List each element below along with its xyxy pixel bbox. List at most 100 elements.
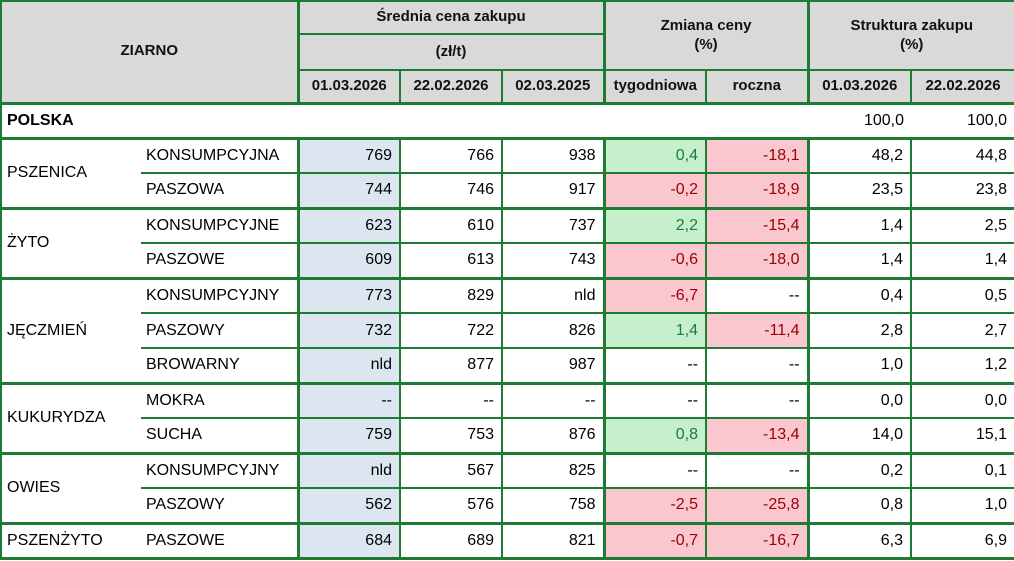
structure-current-cell: 1,4 (806, 242, 913, 279)
change-year-cell: -16,7 (705, 521, 810, 560)
summary-label: POLSKA (0, 101, 809, 139)
table-row: KUKURYDZA MOKRA -- -- -- -- -- 0,0 0,0 (0, 381, 1014, 454)
structure-current-cell: 0,4 (806, 276, 913, 314)
summary-row: POLSKA 100,0 100,0 (0, 101, 1014, 139)
price-cell: 877 (399, 347, 503, 384)
change-year-cell: -18,1 (705, 136, 810, 174)
change-week-cell: -0,7 (602, 521, 708, 560)
grain-group-label: JĘCZMIEŃ (0, 276, 142, 384)
summary-structure-current: 100,0 (808, 101, 912, 139)
structure-current-cell: 6,3 (806, 521, 913, 560)
grain-type-label: BROWARNY (141, 347, 299, 384)
price-section-title: Średnia cena zakupu (296, 0, 606, 35)
table-row: SUCHA 759 753 876 0,8 -13,4 14,0 15,1 (1, 417, 1014, 454)
price-cell: 773 (296, 276, 401, 314)
price-cell: -- (399, 381, 503, 419)
table-row: PASZOWE 609 613 743 -0,6 -18,0 1,4 1,4 (1, 242, 1014, 279)
structure-previous-cell: 1,4 (910, 242, 1014, 279)
structure-current-cell: 14,0 (806, 417, 913, 454)
change-yearly-col: roczna (705, 69, 810, 104)
change-year-cell: -11,4 (705, 312, 810, 349)
price-cell: 737 (500, 206, 606, 244)
change-week-cell: 1,4 (602, 312, 708, 349)
price-cell: 732 (296, 312, 401, 349)
change-year-cell: -- (705, 276, 810, 314)
grain-group-label: PSZENICA (0, 136, 142, 209)
structure-previous-cell: 2,5 (910, 206, 1014, 244)
structure-previous-cell: 0,0 (910, 381, 1014, 419)
price-cell: 758 (500, 487, 606, 524)
price-cell: nld (500, 276, 606, 314)
change-week-cell: -2,5 (602, 487, 708, 524)
grain-type-label: PASZOWE (141, 521, 299, 560)
structure-section-unit: (%) (900, 35, 924, 53)
change-week-cell: -- (602, 381, 708, 419)
price-cell: 613 (399, 242, 503, 279)
table-row: BROWARNY nld 877 987 -- -- 1,0 1,2 (1, 347, 1014, 384)
price-cell: 743 (500, 242, 606, 279)
change-week-cell: 0,8 (602, 417, 708, 454)
grain-type-label: SUCHA (141, 417, 299, 454)
structure-previous-cell: 2,7 (910, 312, 1014, 349)
grain-group-label: OWIES (0, 451, 142, 524)
structure-previous-cell: 0,5 (910, 276, 1014, 314)
grain-type-label: PASZOWY (141, 312, 299, 349)
table-row: PASZOWY 732 722 826 1,4 -11,4 2,8 2,7 (1, 312, 1014, 349)
structure-previous-cell: 1,0 (910, 487, 1014, 524)
price-date-col-1: 01.03.2026 (296, 69, 401, 104)
structure-previous-cell: 23,8 (910, 172, 1014, 209)
price-cell: -- (296, 381, 401, 419)
price-date-col-3: 02.03.2025 (500, 69, 606, 104)
price-cell: 744 (296, 172, 401, 209)
price-cell: 826 (500, 312, 606, 349)
structure-current-cell: 1,4 (806, 206, 913, 244)
price-cell: 829 (399, 276, 503, 314)
structure-previous-cell: 0,1 (910, 451, 1014, 489)
change-year-cell: -18,9 (705, 172, 810, 209)
change-year-cell: -13,4 (705, 417, 810, 454)
structure-current-cell: 0,2 (806, 451, 913, 489)
grain-type-label: PASZOWE (141, 242, 299, 279)
structure-current-cell: 0,8 (806, 487, 913, 524)
table-row: OWIES KONSUMPCYJNY nld 567 825 -- -- 0,2 0,1 (0, 451, 1014, 524)
change-year-cell: -18,0 (705, 242, 810, 279)
change-week-cell: -6,7 (602, 276, 708, 314)
price-cell: 753 (399, 417, 503, 454)
change-weekly-col: tygodniowa (602, 69, 708, 104)
price-cell: 825 (500, 451, 606, 489)
change-week-cell: -- (602, 451, 708, 489)
grain-group-label: KUKURYDZA (0, 381, 142, 454)
price-cell: 609 (296, 242, 401, 279)
price-section-unit: (zł/t) (296, 33, 606, 71)
change-year-cell: -- (705, 347, 810, 384)
structure-section-title: Struktura zakupu (850, 16, 974, 34)
change-week-cell: 0,4 (602, 136, 708, 174)
price-cell: 769 (296, 136, 401, 174)
grain-type-label: KONSUMPCYJNE (141, 206, 299, 244)
grain-group-label: PSZENŻYTO (0, 521, 142, 560)
grain-column-header: ZIARNO (0, 0, 299, 104)
price-cell: nld (296, 451, 401, 489)
change-year-cell: -15,4 (705, 206, 810, 244)
table-row: PASZOWA 744 746 917 -0,2 -18,9 23,5 23,8 (1, 172, 1014, 209)
structure-current-cell: 2,8 (806, 312, 913, 349)
change-year-cell: -- (705, 451, 810, 489)
price-cell: 821 (500, 521, 606, 560)
price-date-col-2: 22.02.2026 (399, 69, 503, 104)
change-section-header: Zmiana ceny (%) (602, 0, 810, 71)
change-year-cell: -- (705, 381, 810, 419)
structure-previous-cell: 6,9 (910, 521, 1014, 560)
change-week-cell: -0,6 (602, 242, 708, 279)
price-cell: 876 (500, 417, 606, 454)
structure-section-header: Struktura zakupu (%) (806, 0, 1014, 71)
price-cell: 576 (399, 487, 503, 524)
table-row: ŻYTO KONSUMPCYJNE 623 610 737 2,2 -15,4 1,4 2,5 (0, 206, 1014, 279)
grain-group-label: ŻYTO (0, 206, 142, 279)
table-row: PSZENICA KONSUMPCYJNA 769 766 938 0,4 -18,1 48,… (0, 136, 1014, 209)
change-year-cell: -25,8 (705, 487, 810, 524)
grain-type-label: PASZOWY (141, 487, 299, 524)
table-row: JĘCZMIEŃ KONSUMPCYJNY 773 829 nld -6,7 -- 0,4 0,… (0, 276, 1014, 384)
structure-date-col-1: 01.03.2026 (806, 69, 913, 104)
